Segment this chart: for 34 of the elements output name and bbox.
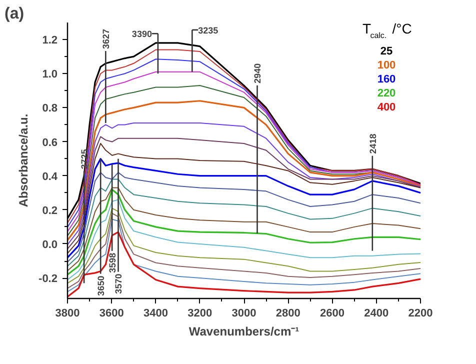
annotation: 3235	[198, 25, 218, 36]
y-tick-label: 1.0	[42, 68, 58, 81]
text: 100	[377, 60, 396, 72]
annotation: 2940	[252, 63, 263, 84]
y-tick-label: 0.0	[42, 238, 58, 251]
y-tick-label: 0.4	[42, 170, 58, 183]
x-tick-label: 2800	[276, 308, 300, 320]
annotation: 3650	[96, 276, 106, 296]
x-tick-label: 3200	[188, 308, 212, 320]
annotation: 3725	[80, 149, 90, 170]
x-tick-label: 2600	[320, 308, 344, 320]
text: 220	[377, 88, 396, 100]
y-tick-label: -0.2	[38, 273, 58, 286]
annotation: 3627	[101, 28, 112, 50]
text: 25	[380, 46, 393, 58]
annotation: 3570	[114, 274, 124, 294]
annotation: 3598	[108, 252, 118, 273]
annotation: 2418	[368, 134, 378, 154]
y-tick-label: 0.2	[42, 204, 58, 217]
y-axis-title: Absorbance/a.u.	[16, 114, 31, 208]
x-tick-label: 3000	[232, 308, 256, 320]
text: 400	[377, 102, 396, 114]
x-tick-label: 3800	[55, 308, 80, 320]
y-tick-label: 1.2	[42, 34, 58, 47]
x-tick-label: 3600	[99, 308, 124, 320]
x-axis-title: Wavenumbers/cm⁻¹	[188, 324, 300, 338]
y-tick-label: 0.6	[42, 136, 58, 149]
annotation: 3390	[132, 29, 152, 40]
x-tick-label: 2400	[364, 308, 389, 320]
text: 160	[377, 74, 396, 86]
x-tick-label: 3400	[144, 308, 168, 320]
x-tick-label: 2200	[408, 308, 433, 320]
y-tick-label: 0.8	[42, 102, 58, 115]
text: (a)	[4, 6, 24, 22]
